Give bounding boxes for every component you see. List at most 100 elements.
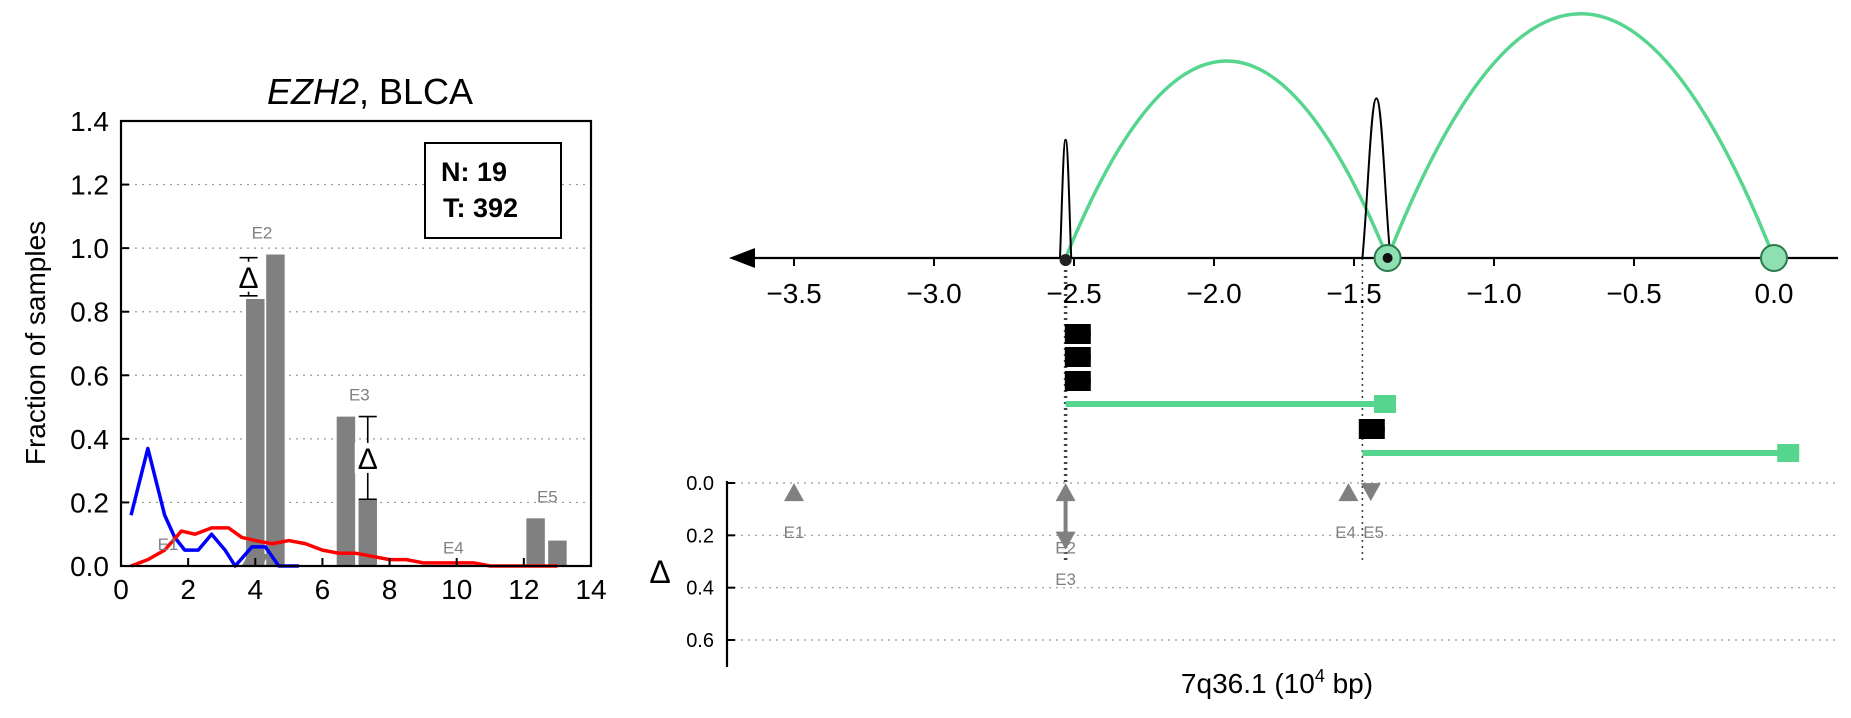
bar-e3	[358, 499, 377, 566]
transcript-exon-block	[1358, 419, 1385, 439]
delta-axis-ticks: 0.0 0.2 0.4 0.6	[686, 473, 735, 652]
transcript-tracks	[1064, 324, 1800, 462]
genome-tick-label: −2.5	[1046, 278, 1101, 309]
genome-tick-label: −0.5	[1606, 278, 1661, 309]
exon-delta-markers: E1 E2 E3 E4 E5	[784, 483, 1384, 589]
transcript-exon-block	[1064, 347, 1091, 367]
x-tick-label: 10	[441, 574, 472, 605]
exon-label-e1: E1	[158, 535, 179, 554]
y-tick-label: 0.2	[70, 487, 109, 518]
junction-dot	[1059, 254, 1072, 266]
mini-marker-icon	[255, 554, 269, 566]
y-tick-label: 0.4	[70, 424, 109, 455]
transcript-exon-block-green	[1374, 395, 1396, 413]
normal-count: N: 19	[441, 157, 507, 187]
exon-marker-e4-icon	[1338, 483, 1359, 502]
delta-tick-label: 0.6	[686, 630, 714, 652]
junction-dot-center	[1382, 253, 1393, 263]
exon-marker-label: E1	[784, 523, 805, 542]
delta-label-bg	[235, 261, 262, 292]
delta-bracket-label: Δ	[358, 443, 378, 476]
left-gridlines	[121, 183, 591, 504]
strand-arrow-icon	[729, 248, 755, 268]
mini-marker-icon	[241, 554, 256, 566]
tumor-count: T: 392	[443, 193, 518, 223]
transcript-exon-block	[1064, 324, 1091, 344]
genome-tick-label: −2.0	[1186, 278, 1241, 309]
left-plot-frame	[119, 119, 593, 568]
exon-marker-label: E4	[1335, 523, 1356, 542]
exon-label-e5: E5	[537, 487, 558, 506]
genome-tick-label: −1.0	[1466, 278, 1521, 309]
y-tick-label: 0.6	[70, 360, 109, 391]
x-tick-label: 8	[382, 574, 398, 605]
delta-gridlines	[727, 482, 1838, 641]
coverage-peaks	[1059, 97, 1392, 259]
left-ticks: 0 2 4 6 8 10 12 14 0.0 0.2 0.4 0.6 0.8 1.0 1.2 1.4	[70, 106, 607, 605]
exon-marker-e2-icon	[1055, 531, 1076, 550]
bar-e2	[266, 254, 285, 566]
genome-axis-ticks: −3.5 −3.0 −2.5 −2.0 −1.5 −1.0 −0.5 0.0	[766, 258, 1793, 309]
exon-marker-label: E3	[1055, 570, 1076, 589]
bar-e5	[548, 540, 567, 566]
genome-tick-label: −1.5	[1326, 278, 1381, 309]
exon-label-e4: E4	[443, 538, 464, 557]
junction-arc-2	[1385, 12, 1776, 259]
exon-marker-label: E5	[1363, 523, 1384, 542]
delta-tick-label: 0.2	[686, 525, 714, 547]
bar-e5	[526, 518, 545, 566]
exon-marker-e5-icon	[1360, 483, 1381, 502]
junction-arc-1	[1063, 59, 1390, 259]
delta-tick-label: 0.0	[686, 473, 714, 495]
exon-label-e3: E3	[349, 386, 370, 405]
x-axis-label: 7q36.1 (104 bp)	[1181, 666, 1373, 699]
genome-tick-label: 0.0	[1755, 278, 1794, 309]
legend-frame	[424, 142, 562, 239]
transcript-exon-block-green	[1777, 444, 1800, 462]
y-tick-label: 0.0	[70, 551, 109, 582]
junction-guide-lines	[1063, 258, 1364, 560]
exon-marker-label: E2	[1055, 539, 1076, 558]
title-gene: EZH2	[267, 71, 359, 112]
left-delta-brackets: ΔΔ	[235, 256, 381, 501]
exon-marker-e3-icon	[1055, 483, 1076, 502]
count-legend-box: N: 19 T: 392	[424, 142, 562, 239]
x-tick-label: 6	[315, 574, 331, 605]
genome-tick-label: −3.5	[766, 278, 821, 309]
delta-axis-label: Δ	[649, 554, 670, 590]
junction-arcs	[1063, 12, 1776, 259]
bar-e2	[246, 299, 265, 566]
x-label-sup: 4	[1315, 666, 1325, 686]
delta-tick-label: 0.4	[686, 578, 714, 600]
x-tick-label: 2	[180, 574, 196, 605]
x-tick-label: 0	[113, 574, 129, 605]
x-tick-label: 12	[508, 574, 539, 605]
y-tick-label: 1.2	[70, 170, 109, 201]
left-bars	[246, 254, 567, 566]
delta-label-bg	[354, 442, 381, 473]
exon-marker-e1-icon	[784, 483, 804, 502]
chart-title: EZH2, BLCA	[267, 71, 473, 112]
y-tick-label: 0.8	[70, 297, 109, 328]
transcript-exon-block	[1064, 371, 1091, 391]
blue-series-line	[129, 446, 299, 568]
x-tick-label: 14	[575, 574, 606, 605]
x-label-main: 7q36.1 (10	[1181, 668, 1315, 699]
y-tick-label: 1.4	[70, 106, 109, 137]
x-tick-label: 4	[247, 574, 263, 605]
title-rest: , BLCA	[359, 71, 473, 112]
left-exon-labels: E1 E2 E3 E4 E5	[158, 224, 558, 566]
bar-e3	[336, 416, 356, 566]
splice-junction-plot: −3.5 −3.0 −2.5 −2.0 −1.5 −1.0 −0.5 0.0 0.00.20.…	[649, 12, 1838, 699]
delta-bracket-label: Δ	[239, 262, 259, 295]
coverage-peak-1	[1059, 138, 1073, 259]
junction-dot-large	[1760, 244, 1788, 272]
junction-dots	[1059, 244, 1788, 272]
coverage-peak-2	[1361, 97, 1392, 259]
exon-label-e2: E2	[252, 224, 273, 243]
y-tick-label: 1.0	[70, 233, 109, 264]
genome-tick-label: −3.0	[906, 278, 961, 309]
y-axis-label: Fraction of samples	[20, 221, 51, 465]
